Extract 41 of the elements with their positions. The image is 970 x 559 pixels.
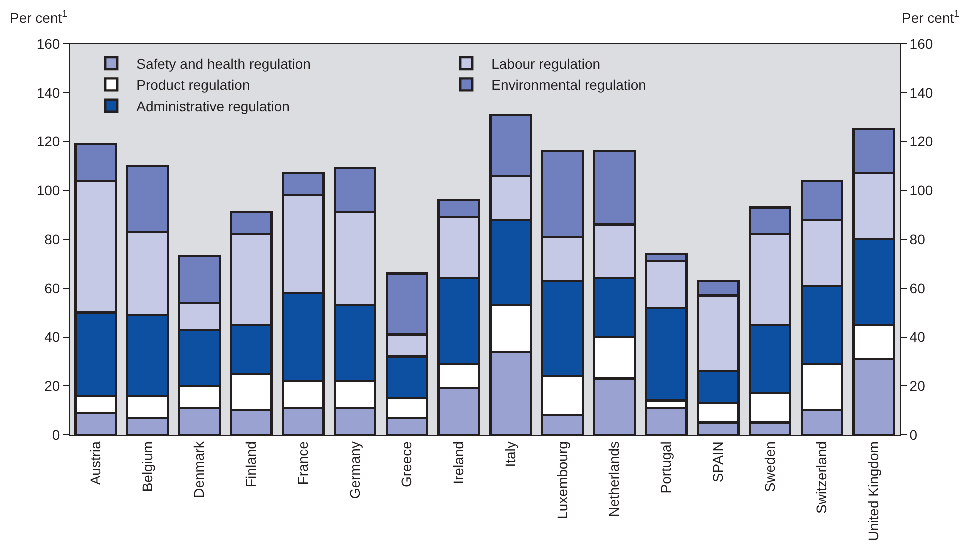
y-tick-label: 60 [44, 280, 60, 296]
x-tick-label: France [294, 441, 311, 486]
legend-label: Safety and health regulation [136, 56, 311, 72]
y2-axis-title: Per cent$^{1}$ [902, 9, 960, 26]
x-tick-label: Austria [87, 441, 104, 486]
x-tick-label: Switzerland [814, 442, 830, 514]
y2-tick-label: 20 [910, 378, 926, 394]
y-tick-label: 80 [44, 231, 60, 248]
x-tick-label: Belgium [139, 442, 156, 492]
x-tick-label: Ireland [450, 442, 467, 484]
x-tick-label: Denmark [191, 440, 208, 498]
y-tick-label: 100 [36, 182, 60, 199]
x-tick-label: Sweden [762, 442, 778, 492]
y-tick-label: 120 [36, 134, 60, 150]
legend-label: Environmental regulation [492, 77, 646, 94]
y2-tick-label: 160 [910, 36, 934, 52]
legend-label: Product regulation [136, 77, 250, 94]
y2-tick-label: 0 [910, 426, 918, 443]
x-tick-label: Finland [243, 442, 260, 488]
y2-tick-label: 100 [910, 182, 934, 199]
y-tick-label: 20 [44, 378, 60, 394]
y2-tick-label: 80 [910, 231, 926, 248]
x-tick-label: Italy [502, 442, 518, 468]
x-tick-label: SPAIN [710, 442, 726, 483]
y2-tick-label: 140 [910, 84, 934, 101]
y2-tick-label: 60 [910, 280, 926, 296]
x-tick-label: Luxembourg [554, 442, 570, 520]
y-tick-label: 160 [36, 36, 60, 52]
y-tick-label: 0 [52, 426, 60, 443]
x-tick-label: Netherlands [606, 442, 622, 518]
legend-label: Administrative regulation [136, 98, 290, 114]
y2-tick-label: 120 [910, 134, 934, 150]
legend-label: Labour regulation [492, 56, 601, 72]
y2-tick-label: 40 [910, 329, 926, 346]
y-tick-label: 40 [44, 329, 60, 346]
x-tick-label: Germany [346, 442, 363, 500]
x-tick-label: Greece [398, 441, 415, 488]
y-tick-label: 140 [36, 84, 60, 101]
x-tick-label: United Kingdom [866, 442, 882, 542]
x-tick-label: Portugal [658, 442, 674, 494]
y-axis-title: Per cent$^{1}$ [10, 9, 68, 26]
